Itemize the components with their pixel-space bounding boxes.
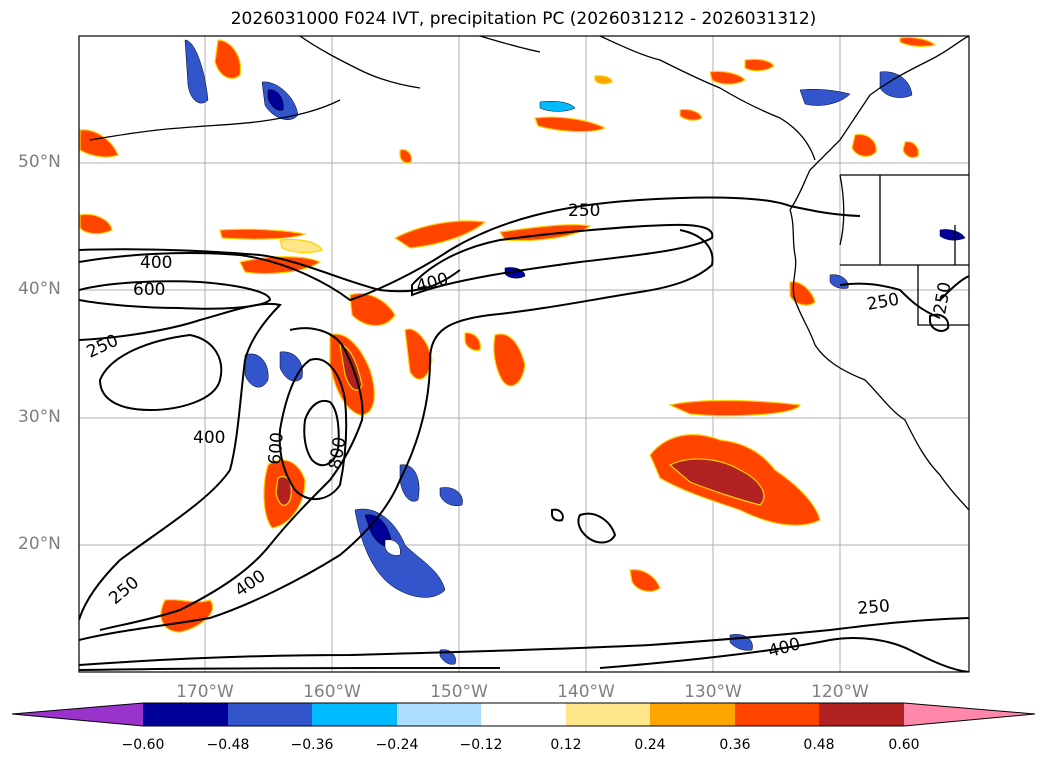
lon-label-150w: 150°W	[430, 682, 488, 702]
lon-label-170w: 170°W	[176, 682, 234, 702]
colorbar-tick-label: 0.48	[803, 737, 835, 753]
ivt-contours	[79, 196, 969, 672]
contour-label: 600	[265, 431, 288, 465]
lat-label-40n: 40°N	[18, 279, 61, 299]
colorbar-segment	[650, 703, 735, 726]
contour-label: 400	[140, 253, 172, 273]
colorbar-segment	[481, 703, 566, 726]
plot-frame	[78, 35, 970, 673]
precip-negative-regions	[184, 39, 966, 665]
colorbar-tick-label: −0.36	[290, 737, 334, 753]
lon-label-140w: 140°W	[557, 682, 615, 702]
colorbar-tick-label: 0.60	[888, 737, 920, 753]
colorbar-tick-label: −0.24	[375, 737, 419, 753]
contour-label: 250	[857, 596, 891, 619]
colorbar	[11, 702, 1036, 727]
plot-area	[79, 36, 969, 672]
colorbar-segment	[819, 703, 904, 726]
colorbar-segment	[312, 703, 397, 726]
contour-label: 400	[193, 428, 225, 448]
colorbar-tick-label: −0.60	[121, 737, 165, 753]
lat-label-20n: 20°N	[18, 534, 61, 554]
lon-label-160w: 160°W	[303, 682, 361, 702]
colorbar-tick-label: −0.48	[206, 737, 250, 753]
colorbar-segment	[143, 703, 228, 726]
colorbar-extend-right	[904, 703, 1035, 726]
lon-label-130w: 130°W	[684, 682, 742, 702]
colorbar-segment	[228, 703, 312, 726]
gridlines	[79, 36, 969, 672]
colorbar-tick-label: 0.36	[719, 737, 751, 753]
colorbar-segment	[566, 703, 650, 726]
contour-label: 250	[568, 201, 600, 221]
colorbar-extend-left	[12, 703, 143, 726]
lat-label-30n: 30°N	[18, 407, 61, 427]
colorbar-segment	[397, 703, 481, 726]
coastlines	[89, 36, 969, 511]
lon-label-120w: 120°W	[811, 682, 869, 702]
map-title: 2026031000 F024 IVT, precipitation PC (2…	[230, 9, 817, 29]
contour-label: 600	[133, 280, 165, 300]
colorbar-tick-label: 0.24	[634, 737, 666, 753]
lat-label-50n: 50°N	[18, 152, 61, 172]
colorbar-segment	[735, 703, 819, 726]
precip-positive-regions	[79, 36, 937, 633]
colorbar-tick-label: −0.12	[459, 737, 503, 753]
colorbar-tick-label: 0.12	[550, 737, 582, 753]
